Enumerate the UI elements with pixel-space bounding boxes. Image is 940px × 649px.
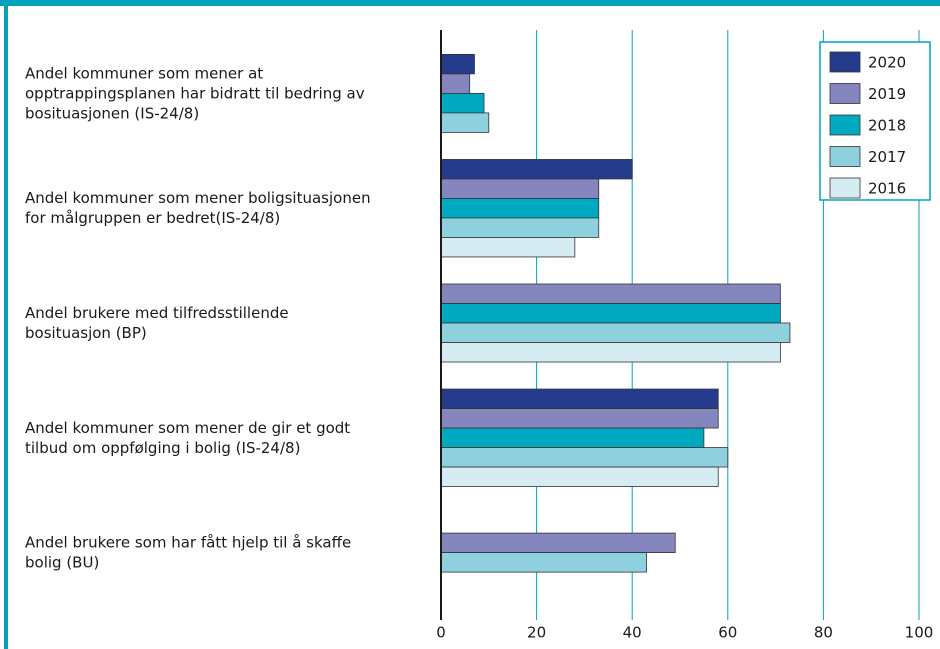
legend-label: 2018 xyxy=(868,117,906,135)
legend-label: 2016 xyxy=(868,180,906,198)
bar xyxy=(440,178,600,199)
bar xyxy=(440,237,576,258)
legend-swatch xyxy=(829,51,861,73)
category-label: Andel kommuner som mener at opptrappingsp… xyxy=(25,64,365,122)
bar xyxy=(440,427,705,448)
bar xyxy=(440,93,485,114)
legend-label: 2020 xyxy=(868,54,906,72)
legend-swatch xyxy=(829,146,861,167)
bar xyxy=(440,73,471,94)
x-tick-label: 40 xyxy=(623,624,642,642)
x-tick-label: 80 xyxy=(814,624,833,642)
bar xyxy=(440,322,791,343)
bar xyxy=(440,112,490,133)
bar xyxy=(440,447,729,468)
bar xyxy=(440,159,633,180)
bar xyxy=(440,532,676,553)
x-tick-label: 0 xyxy=(436,624,446,642)
bar xyxy=(440,283,781,304)
bar xyxy=(440,303,781,324)
bar xyxy=(440,552,647,573)
x-tick-label: 60 xyxy=(718,624,737,642)
bar xyxy=(440,54,475,75)
legend-swatch xyxy=(829,177,861,199)
bar xyxy=(440,388,719,409)
category-label: Andel kommuner som mener de gir et godt t… xyxy=(25,418,350,456)
x-tick-label: 100 xyxy=(905,624,934,642)
legend-label: 2017 xyxy=(868,148,906,166)
legend-label: 2019 xyxy=(868,85,906,103)
bar xyxy=(440,466,719,487)
x-tick-label: 20 xyxy=(527,624,546,642)
legend-swatch xyxy=(829,83,861,104)
category-label: Andel brukere som har fått hjelp til å s… xyxy=(25,533,351,571)
bar xyxy=(440,342,781,363)
category-label: Andel brukere med tilfredsstillende bosit… xyxy=(25,304,289,342)
bar xyxy=(440,198,600,219)
legend-swatch xyxy=(829,114,861,136)
bar xyxy=(440,408,719,429)
category-label: Andel kommuner som mener boligsituasjone… xyxy=(25,189,371,227)
bar xyxy=(440,217,600,238)
